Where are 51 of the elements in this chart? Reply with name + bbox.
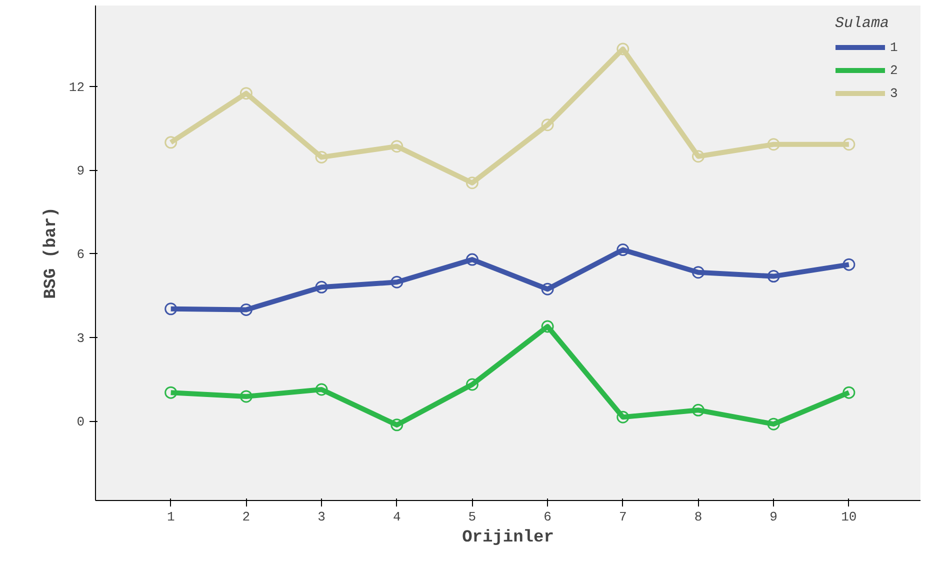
point: [164, 136, 178, 149]
point: [692, 266, 704, 279]
x-tick-label: 2: [242, 510, 250, 524]
point: [842, 138, 856, 151]
point: [466, 176, 478, 190]
y-tick-label: 12: [68, 80, 85, 95]
y-tick-label: 0: [76, 414, 85, 430]
point: [315, 150, 328, 164]
x-axis-title: Orijinler: [462, 528, 554, 548]
point: [692, 404, 704, 416]
y-tick-label: 9: [76, 164, 85, 179]
legend-label: 1: [890, 40, 899, 54]
point: [616, 244, 630, 256]
point: [315, 280, 328, 294]
x-tick-label: 1: [166, 510, 175, 524]
point: [240, 87, 252, 100]
x-tick-label: 3: [318, 510, 326, 524]
point: [541, 320, 554, 333]
point: [616, 42, 630, 56]
point: [842, 258, 856, 271]
x-tick-label: 5: [468, 510, 476, 524]
point: [541, 282, 554, 296]
y-axis-title: BSG (bar): [42, 207, 61, 299]
x-tick-label: 4: [392, 510, 401, 524]
point: [164, 302, 178, 316]
point: [390, 140, 404, 153]
point: [466, 253, 478, 266]
x-tick-label: 7: [618, 510, 627, 524]
legend-label: 2: [890, 62, 899, 78]
legend-title: Sulama: [835, 15, 890, 32]
point: [842, 386, 856, 399]
x-tick-label: 6: [544, 510, 552, 524]
x-tick-label: 8: [694, 510, 702, 524]
point: [692, 150, 704, 163]
point: [240, 304, 252, 316]
x-tick-label: 9: [770, 510, 778, 524]
point: [767, 138, 780, 151]
point: [390, 418, 404, 432]
point: [315, 383, 328, 396]
y-tick-label: 6: [76, 247, 85, 262]
point: [616, 410, 630, 424]
legend-label: 3: [890, 86, 899, 100]
point: [240, 390, 252, 403]
point: [767, 270, 780, 283]
point: [390, 276, 404, 288]
point: [767, 418, 780, 430]
point: [466, 378, 478, 391]
y-tick-label: 3: [76, 330, 85, 346]
point: [164, 386, 178, 399]
x-tick-label: 10: [841, 510, 857, 524]
point: [541, 118, 554, 132]
